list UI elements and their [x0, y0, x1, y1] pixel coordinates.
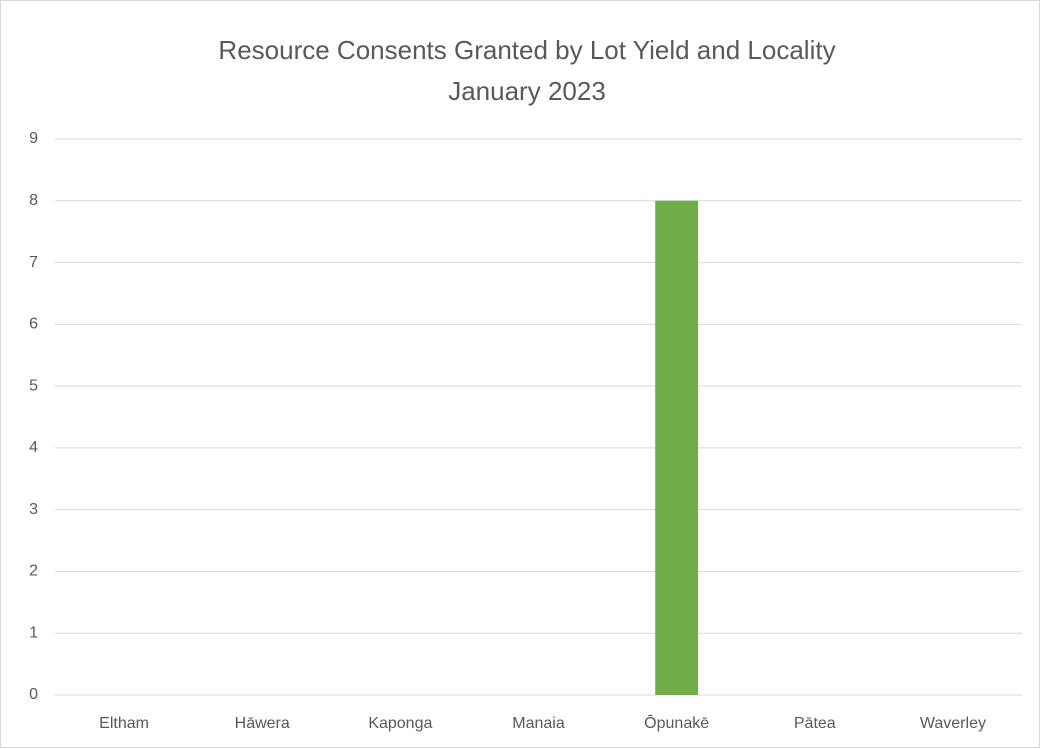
- y-tick-label: 0: [29, 686, 38, 703]
- y-tick-label: 2: [29, 563, 38, 580]
- x-tick-label: Hāwera: [235, 715, 290, 732]
- chart-title: Resource Consents Granted by Lot Yield a…: [218, 35, 835, 65]
- y-tick-label: 3: [29, 501, 38, 518]
- x-tick-label: Waverley: [920, 715, 986, 732]
- y-tick-label: 4: [29, 439, 38, 456]
- y-tick-label: 7: [29, 254, 38, 271]
- x-tick-label: Ōpunakē: [644, 714, 709, 732]
- x-tick-label: Eltham: [99, 715, 149, 732]
- y-tick-label: 1: [29, 624, 38, 641]
- y-tick-label: 8: [29, 192, 38, 209]
- y-tick-label: 9: [29, 130, 38, 147]
- chart-subtitle: January 2023: [448, 76, 606, 106]
- x-tick-label: Kaponga: [368, 715, 432, 732]
- x-tick-label: Manaia: [512, 715, 565, 732]
- x-tick-label: Pātea: [794, 715, 836, 732]
- bar: [655, 200, 699, 695]
- y-tick-label: 6: [29, 316, 38, 333]
- y-tick-label: 5: [29, 377, 38, 394]
